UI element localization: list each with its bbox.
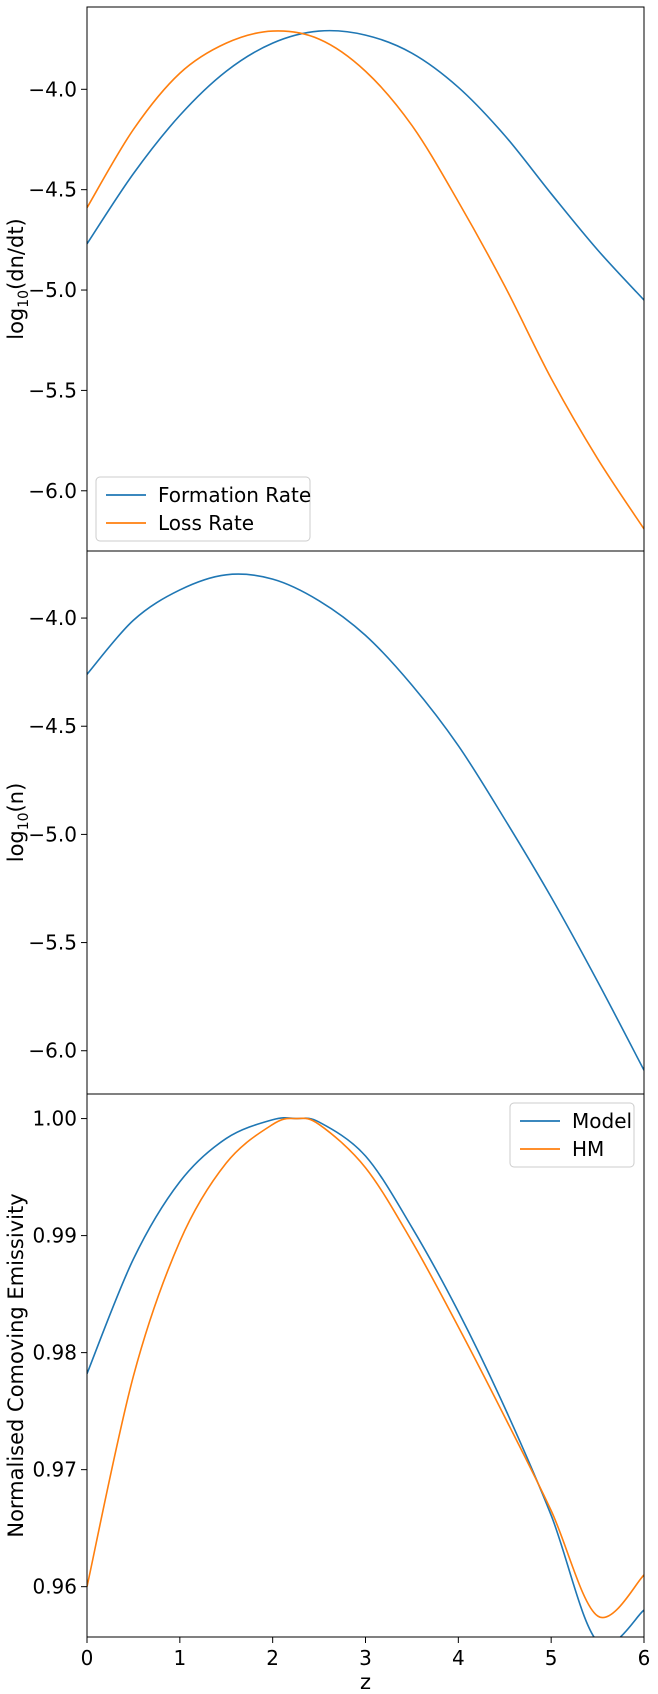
plot-frame (86, 1093, 645, 1638)
x-tick-label: 4 (452, 1646, 465, 1670)
y-axis-label-subscript: 10 (16, 290, 32, 308)
y-tick-label: 1.00 (32, 1107, 77, 1131)
x-axis-label: z (360, 1670, 371, 1694)
x-tick-label: 5 (545, 1646, 558, 1670)
y-tick-label: −4.0 (28, 77, 77, 101)
legend-label: Model (572, 1109, 632, 1133)
series-line-1 (87, 573, 644, 1071)
y-axis-label-subscript: 10 (16, 812, 32, 830)
y-tick-label: −4.5 (28, 178, 77, 202)
x-tick-label: 6 (638, 1646, 651, 1670)
legend-label: HM (572, 1137, 604, 1161)
legend-box (509, 1102, 635, 1168)
y-tick-label: −5.0 (28, 822, 77, 846)
y-axis-label: Normalised Comoving Emissivity (4, 1193, 28, 1537)
x-tick-label: 1 (173, 1646, 186, 1670)
y-tick-label: −5.5 (28, 931, 77, 955)
panel-2: −6.0 −5.5 −5.0 −4.5 −4.0 log10(n) (4, 550, 645, 1095)
y-tick-label: −5.0 (28, 278, 77, 302)
series-line-hm (87, 1117, 644, 1619)
panel-3: 0.96 0.97 0.98 0.99 1.00 Normalised Comoving … (4, 1093, 651, 1694)
y-tick-label: −5.5 (28, 378, 77, 402)
y-tick-label: −4.5 (28, 714, 77, 738)
y-tick-label: 0.97 (32, 1458, 77, 1482)
legend: Formation Rate Loss Rate (95, 476, 311, 542)
series-line-loss-rate (87, 30, 644, 530)
y-axis-label: log10(dn/dt) (4, 218, 32, 340)
plot-frame (86, 6, 645, 552)
legend-label: Formation Rate (158, 483, 311, 507)
x-tick-label: 0 (81, 1646, 94, 1670)
y-tick-label: −4.0 (28, 606, 77, 630)
legend-box (95, 476, 311, 542)
y-tick-label: −6.0 (28, 479, 77, 503)
y-tick-label: 0.98 (32, 1341, 77, 1365)
legend: Model HM (509, 1102, 635, 1168)
y-axis-label-prefix: log (4, 308, 28, 340)
y-axis-label: log10(n) (4, 783, 32, 863)
y-tick-label: −6.0 (28, 1039, 77, 1063)
series-line-model (87, 1116, 644, 1637)
legend-label: Loss Rate (158, 511, 254, 535)
x-tick-label: 3 (359, 1646, 372, 1670)
series-line-formation-rate (87, 29, 644, 301)
plot-frame (86, 550, 645, 1095)
y-axis-label-suffix: (n) (4, 783, 28, 813)
panel-1: −6.0 −5.5 −5.0 −4.5 −4.0 log10(dn/dt) Formatio… (4, 6, 645, 552)
x-tick-label: 2 (266, 1646, 279, 1670)
y-tick-label: 0.99 (32, 1224, 77, 1248)
y-tick-label: 0.96 (32, 1575, 77, 1599)
y-axis-label-prefix: log (4, 830, 28, 862)
y-axis-label-suffix: (dn/dt) (4, 218, 28, 290)
